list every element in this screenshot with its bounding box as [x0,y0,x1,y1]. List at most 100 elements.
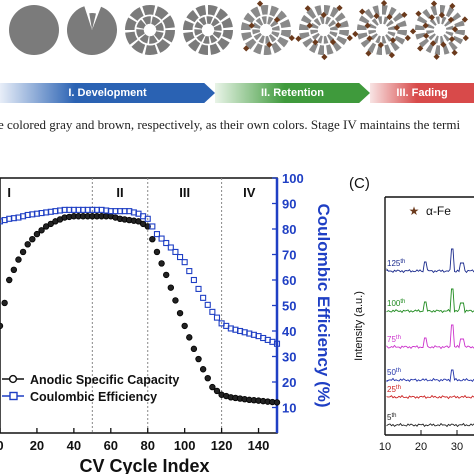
xrd-trace-line [386,369,474,383]
particle-segment [222,30,233,40]
particle-segment [329,25,338,31]
x-tick-label: 20 [30,438,44,453]
particle-segment [186,10,199,23]
data-point [6,276,13,284]
particle-segment [209,43,221,55]
particle-disc [9,5,59,55]
particle-segment [144,44,158,55]
right-tick-label: 90 [282,197,296,212]
particle-segment [452,35,464,45]
particle-segment [196,33,205,42]
particle-segment [208,5,218,16]
particle-segment [328,19,337,27]
particle-segment [271,42,282,54]
particle-segment [314,5,322,16]
particle-segment [426,30,435,35]
particle-segment [136,19,146,29]
particle-segment [311,33,320,41]
particle-segment [357,32,368,40]
particle-segment [358,15,370,25]
legend-marker [8,374,18,384]
particle-segment [241,32,253,41]
stage-particle-5 [241,0,295,55]
particle-segment [198,44,208,55]
cycle-label-suffix: th [396,385,401,391]
particle-segment [255,17,264,26]
particle-segment [418,38,430,48]
cycle-label-suffix: th [391,413,396,419]
stage-label: III [179,185,190,200]
x-tick-label: 80 [140,438,154,453]
cv-cycle-chart: IIIIIIIV020406080100120140CV Cycle Index… [0,171,333,474]
particle-segment [154,31,164,41]
data-point [213,387,221,395]
series-coulombic-efficiency [0,206,281,347]
x-tick-label: 60 [104,438,118,453]
data-point [15,256,22,263]
particle-segment [310,22,319,29]
particle-segment [372,5,380,16]
particle-segment [156,39,171,53]
particle-segment [415,32,426,40]
particle-segment [306,8,317,20]
particle-segment [253,32,262,41]
stage-particle-7 [352,0,411,59]
particle-segment [384,44,392,55]
particle-segment [441,16,447,25]
data-point [172,297,179,304]
particle-segment [435,16,440,25]
xrd-trace-50: 50th [386,368,474,383]
data-point [158,260,165,267]
cycle-label-suffix: th [400,299,405,305]
x-tick-label: 30 [451,441,463,453]
particle-segment [183,31,195,43]
particle-segment [387,31,396,37]
particle-segment [253,43,263,55]
particle-segment [302,37,314,48]
particle-segment [269,5,279,17]
data-point [153,231,161,238]
stage-particle-2 [67,6,117,55]
data-point [181,259,188,266]
data-point [0,322,4,330]
particle-segment [252,22,261,29]
particle-segment [448,40,458,52]
cycle-label: 100th [387,299,405,308]
alpha-fe-particle [462,34,469,42]
particle-segment [131,40,146,54]
right-axis-label: Coulombic Efficiency (%) [314,203,333,407]
data-point [149,235,156,243]
particle-segment [250,6,261,18]
data-point [29,235,36,243]
particle-segment [383,16,389,25]
data-point [1,299,8,307]
data-point [19,248,27,256]
particle-segment [386,19,394,27]
stage-band-retention: II. Retention [215,83,370,103]
stage-particle-8 [409,0,469,60]
cycle-label-suffix: th [396,368,401,374]
xrd-trace-125: 125th [386,248,474,274]
xrd-trace-line [386,324,474,350]
stage-particle-3 [125,5,175,55]
data-point [153,248,161,256]
particle-segment [217,37,230,50]
data-point [209,383,216,391]
alpha-fe-particle [243,45,250,52]
particle-segment [277,36,289,48]
particle-segment [445,6,455,18]
legend-label: α-Fe [426,204,451,218]
particle-segment [433,35,439,44]
legend-label: Coulombic Efficiency [30,390,157,404]
particle-segment [367,42,377,54]
data-point [176,309,184,317]
particle-segment [299,32,310,40]
particle-segment [271,25,280,31]
particle-segment [209,34,218,44]
alpha-fe-particle [415,10,422,17]
particle-segment [396,20,407,28]
particle-segment [416,15,428,25]
data-point [186,268,193,275]
particle-segment [430,5,438,16]
particle-segment [454,20,465,28]
